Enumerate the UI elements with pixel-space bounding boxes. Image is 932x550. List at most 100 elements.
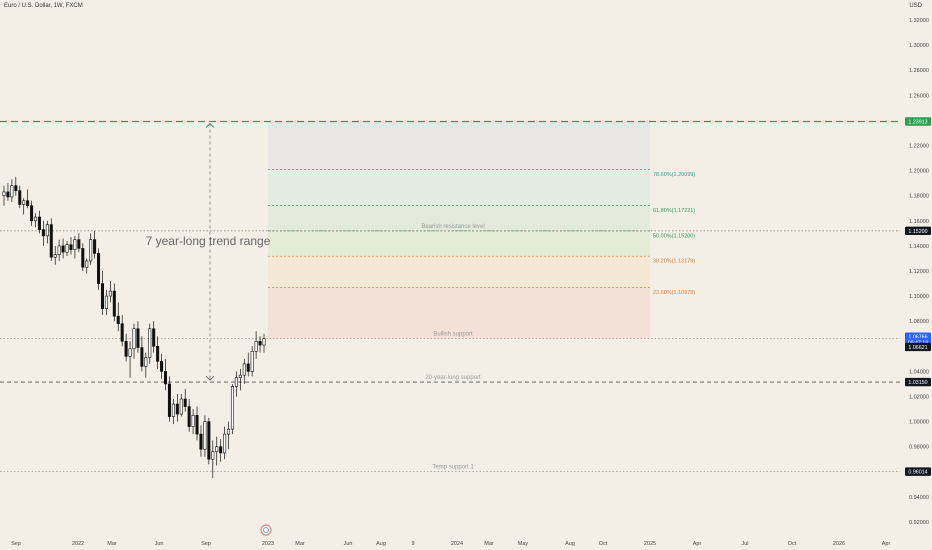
y-tick-label: 1.26000 xyxy=(909,93,929,99)
price-badge xyxy=(905,342,931,352)
candle xyxy=(41,220,45,246)
candle xyxy=(45,220,49,244)
y-tick-label: 0.98000 xyxy=(909,445,929,451)
candle-body xyxy=(183,398,187,407)
candle-body xyxy=(230,386,235,430)
fib-zone-5 xyxy=(268,287,650,339)
candle xyxy=(10,179,14,202)
x-tick-label: Oct xyxy=(788,541,797,547)
candle-body xyxy=(73,239,77,250)
candle xyxy=(195,406,199,441)
x-tick-label: Jul xyxy=(741,541,748,547)
price-badge-label: 1.03150 xyxy=(908,380,927,386)
price-badge xyxy=(905,377,931,387)
candle xyxy=(254,331,258,359)
candle-body xyxy=(53,254,57,258)
price-badge xyxy=(905,117,931,126)
candle-body xyxy=(112,290,116,317)
x-tick-label: Apr xyxy=(882,541,891,547)
x-tick-label: Jun xyxy=(344,541,353,547)
candle-body xyxy=(26,200,30,207)
candle xyxy=(85,258,89,274)
candle xyxy=(33,213,38,228)
candle-body xyxy=(246,363,250,372)
candle-body xyxy=(207,421,211,460)
candle-body xyxy=(132,328,136,350)
candle xyxy=(234,371,238,397)
candle xyxy=(49,218,53,261)
candle-body xyxy=(227,428,231,435)
candle-body xyxy=(250,351,254,372)
chart-title: Euro / U.S. Dollar, 1W, FXCM xyxy=(4,3,83,9)
candle-body xyxy=(258,340,262,346)
x-tick-label: Apr xyxy=(693,541,702,547)
candle xyxy=(53,245,57,265)
candle-body xyxy=(116,315,120,325)
x-tick-label: Sep xyxy=(201,541,211,547)
candle xyxy=(230,383,235,435)
y-tick-label: 1.02000 xyxy=(909,395,929,401)
candle-body xyxy=(10,185,14,198)
candle xyxy=(14,176,18,196)
candle xyxy=(81,243,85,271)
candle xyxy=(199,425,203,457)
y-tick-label: 1.30000 xyxy=(909,43,929,49)
y-tick-label: 1.04000 xyxy=(909,369,929,375)
candle-body xyxy=(163,371,168,385)
candle xyxy=(179,393,183,417)
candle-body xyxy=(124,340,128,357)
candle xyxy=(73,235,77,259)
event-marker-icon-inner xyxy=(263,527,269,533)
candle-body xyxy=(187,406,191,427)
candle xyxy=(136,321,140,353)
candle xyxy=(207,417,211,465)
price-badge-label: 1.06766 xyxy=(908,335,927,341)
candle-body xyxy=(234,377,238,387)
candle-body xyxy=(136,328,140,348)
candle-body xyxy=(33,216,38,222)
y-tick-label: 0.92000 xyxy=(909,520,929,526)
range-arrow-bottom xyxy=(205,375,215,381)
candle xyxy=(242,358,246,384)
candle-body xyxy=(49,224,53,258)
x-tick-label: Oct xyxy=(599,541,608,547)
candle-body xyxy=(191,415,195,427)
trend-range-annotation: 7 year-long trend range xyxy=(146,234,271,248)
candle-body xyxy=(85,260,89,268)
x-tick-label: 9 xyxy=(411,541,414,547)
candle-body xyxy=(104,295,108,309)
candle xyxy=(116,302,120,332)
fib-zone-1 xyxy=(268,169,650,206)
candle-body xyxy=(69,244,73,250)
x-tick-label: Mar xyxy=(295,541,305,547)
candle xyxy=(120,314,124,347)
x-tick-label: 2025 xyxy=(644,541,656,547)
x-tick-label: 2026 xyxy=(833,541,845,547)
candle xyxy=(148,323,152,364)
fib-zone-4 xyxy=(268,256,650,288)
candle-body xyxy=(41,229,45,237)
candle-body xyxy=(148,328,152,358)
y-tick-label: 1.20000 xyxy=(909,169,929,175)
x-tick-label: 2022 xyxy=(72,541,84,547)
candle-body xyxy=(6,191,10,198)
candle xyxy=(211,440,215,479)
level-label-4: Temp support 1 xyxy=(432,465,474,471)
level-label-1: Bearish resistance level xyxy=(421,224,484,230)
candle xyxy=(203,415,207,457)
fib-zone-3 xyxy=(268,230,650,257)
candle xyxy=(93,230,97,259)
candle-body xyxy=(65,244,69,253)
price-badge-label: 1.15200 xyxy=(908,229,927,235)
candle xyxy=(100,271,105,315)
x-tick-label: 2023 xyxy=(262,541,274,547)
candle-body xyxy=(100,283,105,309)
candle xyxy=(112,283,116,322)
y-tick-label: 1.22000 xyxy=(909,144,929,150)
candle xyxy=(262,333,266,353)
y-tick-label: 1.32000 xyxy=(909,18,929,24)
fib-zone-2 xyxy=(268,205,650,231)
candle xyxy=(128,341,132,378)
candle-body xyxy=(175,403,179,415)
